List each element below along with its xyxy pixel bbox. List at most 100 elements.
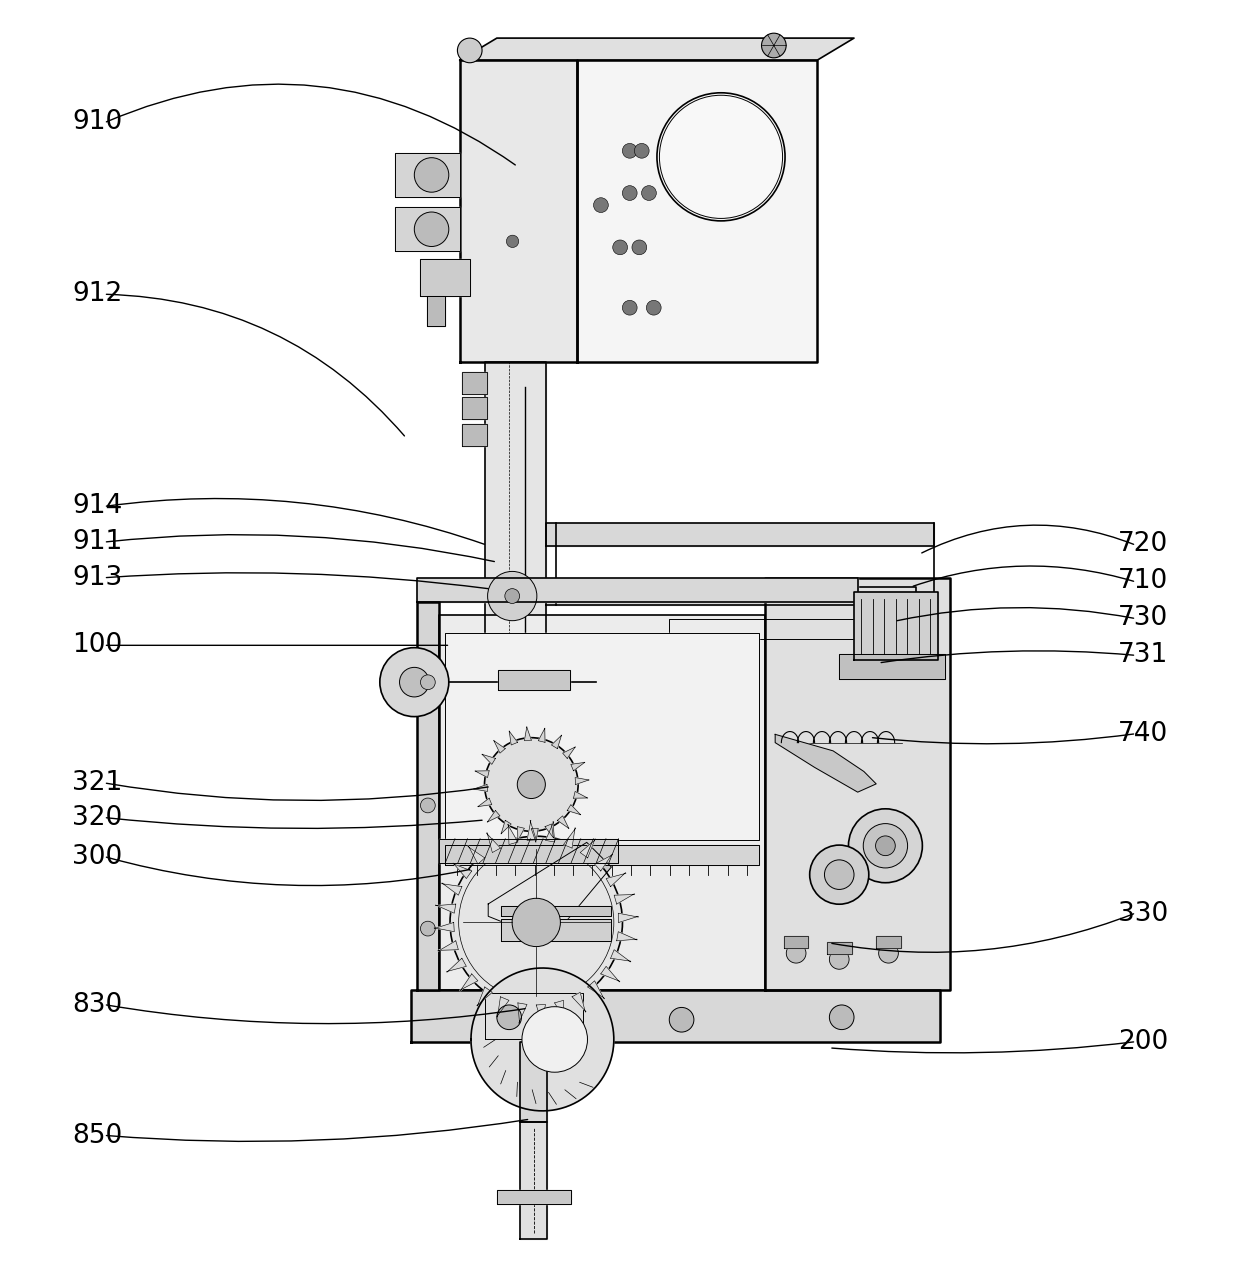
FancyArrowPatch shape: [913, 566, 1133, 586]
Polygon shape: [595, 855, 613, 871]
Text: 720: 720: [1117, 532, 1168, 557]
Polygon shape: [439, 614, 765, 990]
Text: 100: 100: [72, 632, 123, 658]
Polygon shape: [558, 815, 569, 828]
Polygon shape: [435, 904, 456, 913]
Polygon shape: [521, 1042, 547, 1122]
Text: 740: 740: [1117, 722, 1168, 747]
Polygon shape: [619, 913, 639, 923]
Polygon shape: [507, 824, 518, 844]
Text: 710: 710: [1117, 568, 1168, 594]
Polygon shape: [438, 941, 459, 951]
Polygon shape: [546, 587, 915, 605]
Circle shape: [848, 809, 923, 882]
Polygon shape: [427, 296, 445, 327]
FancyArrowPatch shape: [873, 734, 1133, 744]
Polygon shape: [606, 872, 626, 886]
FancyArrowPatch shape: [107, 572, 489, 589]
Text: 850: 850: [72, 1123, 123, 1148]
Polygon shape: [784, 936, 808, 948]
Polygon shape: [546, 822, 554, 842]
Circle shape: [399, 667, 429, 696]
Polygon shape: [775, 734, 877, 793]
Polygon shape: [827, 942, 852, 955]
Circle shape: [810, 846, 869, 904]
Circle shape: [379, 648, 449, 717]
Circle shape: [879, 943, 898, 963]
Circle shape: [506, 235, 518, 247]
FancyArrowPatch shape: [107, 1005, 526, 1024]
Text: 731: 731: [1117, 642, 1168, 668]
Polygon shape: [616, 932, 637, 941]
Circle shape: [670, 1008, 694, 1032]
Polygon shape: [572, 993, 587, 1012]
Circle shape: [594, 197, 609, 213]
FancyArrowPatch shape: [107, 294, 404, 436]
Circle shape: [458, 38, 482, 63]
Circle shape: [420, 675, 435, 690]
Circle shape: [414, 158, 449, 192]
Text: 830: 830: [72, 993, 123, 1018]
Polygon shape: [563, 747, 575, 758]
FancyArrowPatch shape: [107, 84, 516, 165]
Polygon shape: [577, 61, 817, 362]
Polygon shape: [588, 981, 605, 999]
Text: 912: 912: [72, 281, 123, 308]
Polygon shape: [670, 619, 892, 639]
FancyArrowPatch shape: [921, 525, 1133, 553]
Polygon shape: [501, 820, 511, 834]
Polygon shape: [476, 987, 492, 1006]
Polygon shape: [434, 923, 454, 932]
Polygon shape: [554, 1000, 565, 1020]
Polygon shape: [460, 61, 577, 362]
Polygon shape: [575, 777, 589, 785]
Polygon shape: [494, 741, 505, 753]
Polygon shape: [765, 577, 950, 990]
Circle shape: [622, 300, 637, 315]
Polygon shape: [567, 805, 580, 815]
Polygon shape: [600, 966, 620, 982]
Polygon shape: [517, 827, 525, 841]
FancyArrowPatch shape: [832, 1042, 1133, 1053]
FancyArrowPatch shape: [882, 651, 1133, 662]
FancyArrowPatch shape: [107, 857, 470, 885]
Text: 300: 300: [72, 844, 123, 870]
Polygon shape: [486, 833, 501, 852]
Circle shape: [522, 1006, 588, 1072]
Polygon shape: [538, 728, 546, 742]
Circle shape: [622, 143, 637, 158]
Polygon shape: [552, 736, 562, 748]
Circle shape: [414, 211, 449, 247]
Polygon shape: [460, 974, 477, 991]
Polygon shape: [614, 894, 635, 904]
Polygon shape: [474, 785, 487, 791]
Polygon shape: [445, 633, 759, 839]
FancyArrowPatch shape: [107, 534, 495, 562]
Polygon shape: [531, 828, 538, 842]
Circle shape: [517, 771, 546, 799]
Polygon shape: [463, 372, 487, 394]
Circle shape: [641, 186, 656, 200]
Polygon shape: [453, 863, 471, 879]
Text: 330: 330: [1117, 901, 1168, 927]
Polygon shape: [580, 839, 595, 858]
Text: 911: 911: [72, 529, 123, 555]
Circle shape: [485, 738, 578, 832]
Circle shape: [450, 837, 622, 1009]
Circle shape: [657, 92, 785, 220]
Polygon shape: [546, 523, 934, 546]
Polygon shape: [489, 842, 611, 941]
Circle shape: [420, 798, 435, 813]
Polygon shape: [463, 396, 487, 419]
Circle shape: [632, 241, 647, 254]
Polygon shape: [487, 810, 500, 822]
Polygon shape: [463, 424, 487, 446]
Text: 914: 914: [72, 494, 123, 519]
Polygon shape: [420, 258, 470, 296]
Polygon shape: [839, 655, 945, 679]
FancyArrowPatch shape: [107, 1119, 528, 1142]
Polygon shape: [501, 906, 611, 917]
Circle shape: [505, 589, 520, 604]
Polygon shape: [854, 592, 937, 660]
Polygon shape: [573, 791, 588, 798]
